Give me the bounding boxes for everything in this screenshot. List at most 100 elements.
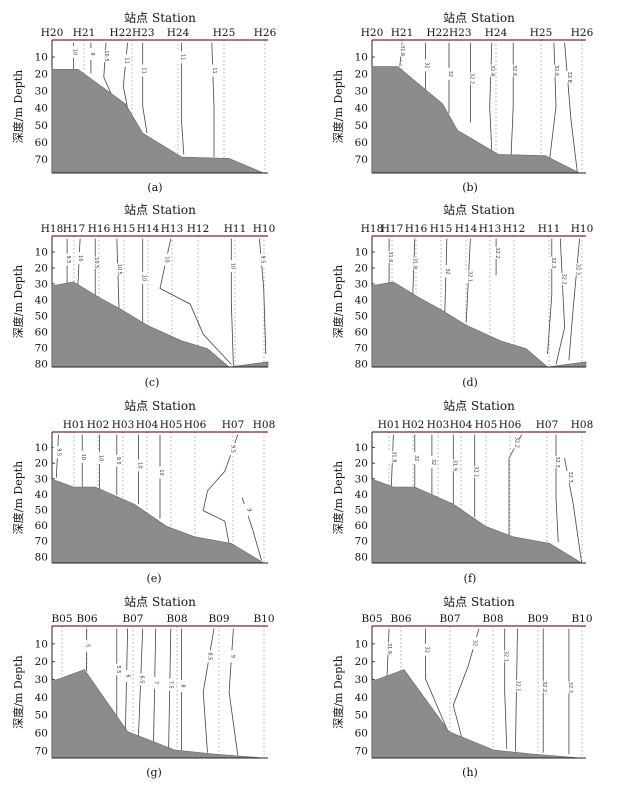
- y-tick-label: 40: [35, 294, 48, 306]
- station-label: H20: [41, 27, 64, 39]
- y-axis-label: 深度/m Depth: [331, 655, 345, 729]
- contour-label: 6.5: [139, 675, 145, 683]
- contour-label: 9.5: [115, 457, 121, 465]
- contour-label-bg: [466, 72, 475, 85]
- contour-label-bg: [500, 650, 509, 663]
- panel-g: 站点 Station B05 B06 B07 B08 B09 B10 10 20 30 40 50 60…: [11, 595, 275, 779]
- contour-label-bg: [564, 681, 573, 694]
- contour-label: 32: [472, 640, 478, 646]
- seabed-terrain: [51, 478, 265, 564]
- station-label: B06: [76, 613, 97, 625]
- station-label: H04: [136, 419, 159, 431]
- station-label: H17: [63, 223, 86, 235]
- station-label: H12: [187, 223, 210, 235]
- y-tick-label: 70: [355, 154, 368, 166]
- contour-label: 32: [447, 71, 453, 77]
- station-label: B06: [390, 613, 411, 625]
- y-tick-label: 20: [355, 458, 368, 470]
- contour-label-bg: [445, 67, 454, 80]
- contour-line: [547, 238, 553, 354]
- station-label: H13: [161, 223, 184, 235]
- y-tick-label: 80: [355, 358, 368, 370]
- contour-label-bg: [53, 446, 62, 459]
- panel-h: 站点 Station B05 B06 B07 B08 B09 B10 10 20 30 40 50 60…: [331, 595, 593, 779]
- contour-label: 11: [123, 57, 129, 63]
- panel-title: 站点 Station: [124, 595, 196, 609]
- y-tick-label: 50: [355, 504, 368, 516]
- contour-label: 32: [424, 62, 430, 68]
- contour-label: 32.6: [511, 65, 517, 76]
- panel-caption: (d): [462, 376, 478, 389]
- contour-label-bg: [511, 436, 520, 449]
- y-tick-label: 50: [35, 710, 48, 722]
- station-label: H25: [213, 27, 236, 39]
- panel-caption: (b): [462, 181, 478, 194]
- contour-label-bg: [204, 650, 213, 663]
- contour-label: 9: [89, 52, 95, 55]
- station-label: H02: [87, 419, 110, 431]
- contour-label: 31.9: [451, 460, 457, 471]
- seabed-terrain: [371, 478, 583, 564]
- contour-label-bg: [427, 456, 436, 469]
- contour-label-bg: [469, 637, 478, 650]
- contour-line: [142, 42, 148, 134]
- y-tick-label: 30: [35, 278, 48, 290]
- y-tick-label: 40: [35, 692, 48, 704]
- contour-line: [230, 238, 234, 366]
- seabed-terrain: [51, 69, 264, 174]
- station-label: H21: [73, 27, 96, 39]
- y-tick-label: 80: [35, 358, 48, 370]
- y-axis-label: 深度/m Depth: [11, 265, 25, 339]
- station-label: H12: [503, 223, 526, 235]
- y-tick-label: 50: [35, 504, 48, 516]
- y-tick-label: 60: [35, 728, 48, 740]
- y-tick-label: 20: [355, 262, 368, 274]
- y-tick-label: 10: [35, 638, 48, 650]
- y-tick-label: 60: [35, 326, 48, 338]
- contour-label: 32: [430, 459, 436, 465]
- panel-title: 站点 Station: [443, 399, 515, 413]
- contour-label: 32.1: [514, 680, 520, 691]
- station-label: B07: [122, 613, 143, 625]
- contour-line: [549, 42, 557, 160]
- station-label: H15: [430, 223, 453, 235]
- panel-caption: (c): [145, 376, 160, 389]
- panel-title: 站点 Station: [124, 203, 196, 217]
- contour-label-bg: [464, 270, 473, 283]
- contour-line: [555, 238, 566, 365]
- panel-caption: (f): [464, 572, 477, 585]
- station-label: H06: [184, 419, 207, 431]
- contour-label: 32: [413, 455, 419, 461]
- station-label: B05: [51, 613, 72, 625]
- contour-line: [489, 42, 493, 152]
- contour-label-bg: [78, 450, 87, 463]
- station-label: B07: [439, 613, 460, 625]
- panel-caption: (a): [147, 181, 162, 194]
- station-label: H25: [530, 27, 553, 39]
- contour-label-bg: [138, 64, 147, 77]
- contour-label: 11: [211, 67, 217, 73]
- contour-label-bg: [385, 250, 394, 263]
- y-tick-label: 10: [35, 246, 48, 258]
- y-tick-label: 70: [35, 536, 48, 548]
- station-label: B05: [361, 613, 382, 625]
- contour-line: [510, 42, 514, 156]
- contour-label-bg: [165, 678, 174, 691]
- station-label: H17: [381, 223, 404, 235]
- y-tick-label: 30: [355, 278, 368, 290]
- contour-label: 32: [444, 268, 450, 274]
- contour-label-bg: [421, 643, 430, 656]
- contour-label: 32.3: [567, 682, 573, 693]
- station-label: H08: [571, 419, 594, 431]
- station-label: H24: [167, 27, 190, 39]
- y-axis-label: 深度/m Depth: [331, 70, 345, 144]
- y-tick-label: 60: [35, 137, 48, 149]
- panel-title: 站点 Station: [443, 203, 515, 217]
- y-tick-label: 20: [355, 69, 368, 81]
- contour-label-bg: [156, 466, 164, 479]
- contour-label: 11: [180, 54, 186, 60]
- contour-label-bg: [100, 49, 109, 62]
- y-axis-label: 深度/m Depth: [11, 70, 25, 144]
- y-tick-label: 40: [355, 103, 368, 115]
- y-tick-label: 50: [35, 310, 48, 322]
